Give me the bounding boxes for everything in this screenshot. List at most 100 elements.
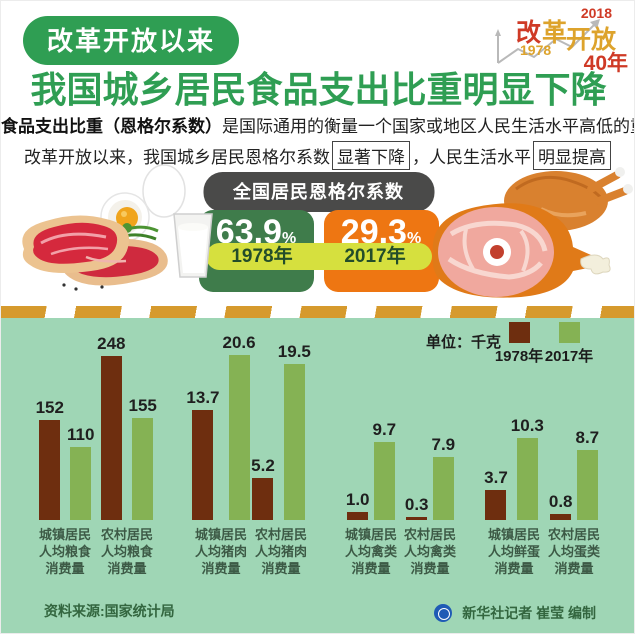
- bar-1978: [406, 517, 428, 520]
- bar-with-value: 3.7: [484, 468, 508, 520]
- bar-with-value: 1.0: [346, 490, 370, 520]
- bar-value-label: 9.7: [372, 420, 397, 439]
- data-source: 资料来源:国家统计局: [44, 603, 175, 619]
- bar-1978: [485, 490, 507, 520]
- chart-group: 152 110 城镇居民 人均粮食 消费量: [36, 328, 95, 577]
- bar-with-value: 7.9: [431, 435, 456, 520]
- bar-with-value: 13.7: [186, 388, 220, 520]
- bar-1978: [550, 514, 572, 520]
- bar-2017: [432, 457, 454, 520]
- credit-line: 新华社记者 崔莹 编制: [434, 603, 596, 623]
- bar-category-label: 农村居民 人均禽类 消费量: [403, 527, 456, 576]
- credit-text: 新华社记者 崔莹 编制: [462, 605, 596, 621]
- xinhua-logo-icon: [434, 604, 453, 622]
- summary-pre: 改革开放以来，我国城乡居民恩格尔系数: [24, 148, 330, 167]
- striped-divider: [1, 306, 634, 318]
- engel-year-1978: 1978年: [231, 246, 293, 267]
- legend-swatch-1978: [508, 322, 530, 343]
- summary-highlight-improve: 明显提高: [533, 141, 611, 170]
- bar-value-label: 7.9: [431, 435, 456, 454]
- bar-with-value: 10.3: [511, 416, 544, 520]
- chart-group: 1.0 9.7 城镇居民 人均禽类 消费量: [345, 328, 397, 577]
- logo-word-kaifang: 开放: [566, 26, 617, 54]
- bar-with-value: 19.5: [278, 342, 311, 520]
- bar-value-label: 8.7: [575, 428, 600, 447]
- legend: 1978年 2017年: [494, 322, 594, 366]
- bar-with-value: 0.3: [405, 495, 429, 520]
- bar-chart: 152 110 城镇居民 人均粮食 消费量 248 155 农村居民 人均粮食 消费量 13.7 20…: [36, 328, 600, 577]
- intro-line: 食品支出比重（恩格尔系数）是国际通用的衡量一个国家或地区人民生活水平高低的重要指…: [1, 112, 634, 137]
- bar-2017: [283, 364, 305, 520]
- percent-sign: %: [281, 230, 297, 247]
- percent-sign: %: [406, 230, 422, 247]
- bar-value-label: 19.5: [277, 342, 311, 361]
- header-section: 改革开放以来 2018 改 革 开放 1978 40年 我国城乡居民食品支出比重…: [1, 1, 634, 306]
- bar-value-label: 20.6: [222, 333, 256, 352]
- bar-2017: [373, 442, 395, 520]
- reform-40th-anniversary-logo: 2018 改 革 开放 1978 40年: [494, 5, 628, 75]
- bar-2017: [132, 418, 154, 520]
- bar-category-label: 城镇居民 人均猪肉 消费量: [194, 527, 247, 576]
- bar-with-value: 5.2: [251, 456, 275, 520]
- bar-with-value: 8.7: [575, 428, 600, 520]
- logo-char-gai: 改: [516, 19, 542, 47]
- page-title: 我国城乡居民食品支出比重明显下降: [30, 69, 607, 110]
- bar-value-label: 0.8: [548, 492, 573, 511]
- chart-group: 3.7 10.3 城镇居民 人均鲜蛋 消费量: [484, 328, 544, 577]
- bar-with-value: 0.8: [549, 492, 573, 520]
- bar-value-label: 152: [35, 398, 64, 417]
- bar-2017: [70, 447, 92, 520]
- legend-label-2017: 2017年: [544, 348, 594, 365]
- bar-value-label: 155: [128, 396, 157, 415]
- bar-value-label: 0.3: [404, 495, 429, 514]
- bar-category-label: 城镇居民 人均鲜蛋 消费量: [487, 527, 540, 576]
- bar-1978: [100, 356, 122, 520]
- bar-value-label: 5.2: [251, 456, 275, 475]
- engel-year-2017: 2017年: [344, 246, 406, 267]
- engel-coefficient-title: 全国居民恩格尔系数: [203, 172, 434, 212]
- bar-category-label: 农村居民 人均粮食 消费量: [100, 527, 153, 576]
- logo-anniversary: 40年: [583, 52, 628, 75]
- bar-with-value: 248: [97, 334, 126, 520]
- legend-label-1978: 1978年: [494, 348, 544, 365]
- bar-category-label: 农村居民 人均蛋类 消费量: [547, 527, 600, 576]
- chart-group: 13.7 20.6 城镇居民 人均猪肉 消费量: [186, 328, 255, 577]
- bar-value-label: 248: [97, 334, 126, 353]
- intro-lead: 食品支出比重（恩格尔系数）: [1, 117, 222, 136]
- bar-1978: [347, 512, 369, 520]
- bar-category-label: 城镇居民 人均禽类 消费量: [344, 527, 397, 576]
- chart-section: 单位：千克 1978年 2017年 152 110 城镇居民 人均粮食 消费量 248 15…: [1, 318, 634, 633]
- bar-value-label: 110: [66, 425, 95, 444]
- bar-with-value: 110: [67, 425, 94, 520]
- summary-highlight-decline: 显著下降: [332, 141, 410, 170]
- logo-year-1978: 1978: [520, 42, 552, 58]
- bar-2017: [516, 438, 538, 520]
- bar-1978: [39, 420, 61, 520]
- bar-1978: [192, 410, 214, 520]
- legend-item-2017: 2017年: [544, 322, 594, 366]
- intro-rest: 是国际通用的衡量一个国家或地区人民生活水平高低的重要指标: [222, 117, 634, 136]
- chicken-ham-illustration: [432, 167, 633, 298]
- header-badge: 改革开放以来: [23, 16, 240, 65]
- bar-with-value: 152: [36, 398, 64, 520]
- steak-eggs-milk-illustration: [22, 164, 213, 291]
- bar-value-label: 1.0: [345, 490, 370, 509]
- bar-2017: [228, 355, 250, 520]
- logo-char-ge: 革: [542, 19, 568, 47]
- chart-group: 0.3 7.9 农村居民 人均禽类 消费量: [404, 328, 456, 577]
- bar-value-label: 3.7: [484, 468, 508, 487]
- engel-comparison: 63.9% 29.3% 1978年 2017年: [198, 210, 439, 292]
- chart-group: 5.2 19.5 农村居民 人均猪肉 消费量: [251, 328, 311, 577]
- bar-with-value: 155: [129, 396, 157, 520]
- summary-line: 改革开放以来，我国城乡居民恩格尔系数 显著下降 ，人民生活水平 明显提高: [1, 141, 634, 170]
- chart-group: 248 155 农村居民 人均粮食 消费量: [97, 328, 157, 577]
- logo-trendline-icon: [495, 19, 600, 64]
- engel-year-band: 1978年 2017年: [205, 243, 432, 270]
- chart-group: 0.8 8.7 农村居民 人均蛋类 消费量: [548, 328, 600, 577]
- bar-value-label: 13.7: [186, 388, 220, 407]
- logo-year-2018: 2018: [580, 5, 612, 21]
- bar-category-label: 城镇居民 人均粮食 消费量: [38, 527, 91, 576]
- unit-label: 单位：千克: [426, 334, 502, 351]
- bar-1978: [252, 478, 274, 520]
